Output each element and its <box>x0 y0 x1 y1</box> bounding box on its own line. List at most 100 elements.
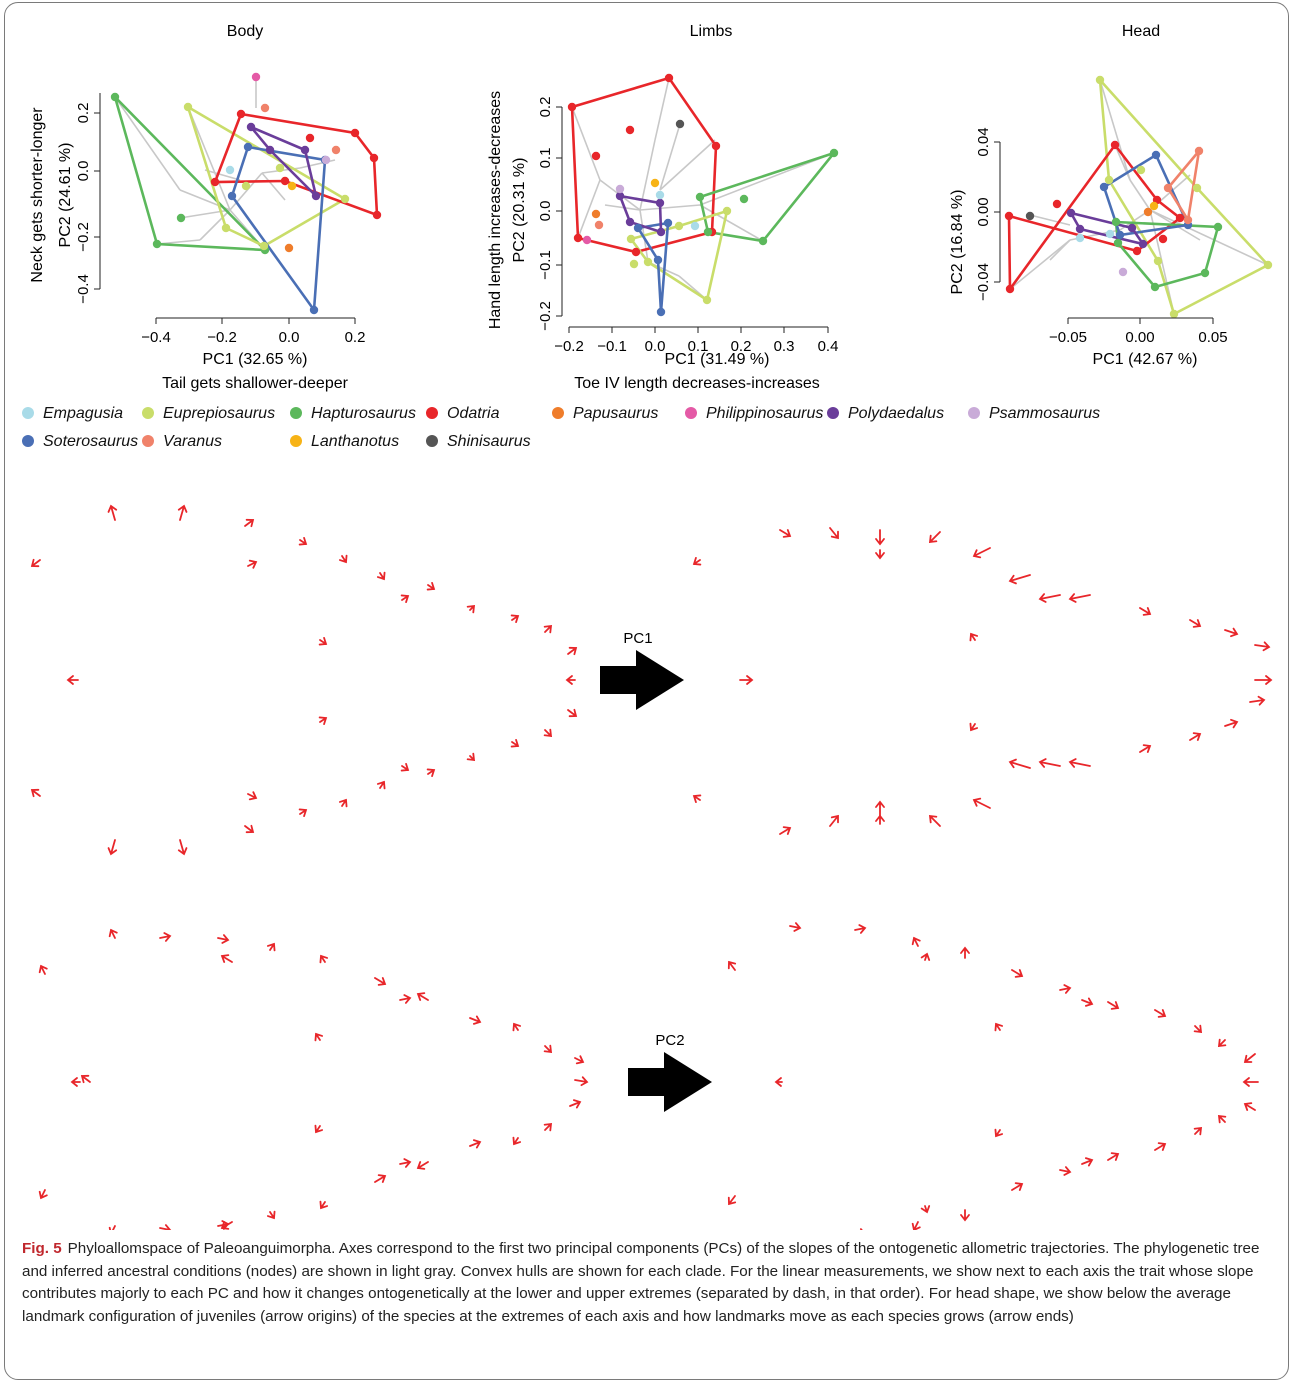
landmark-arrow <box>727 960 737 971</box>
species-point <box>287 181 297 191</box>
landmark-arrow <box>512 1022 522 1032</box>
species-point <box>176 213 186 223</box>
species-point <box>1192 183 1202 193</box>
tree-branch <box>699 204 764 242</box>
landmark-arrow <box>1059 984 1072 994</box>
species-point <box>1150 282 1160 292</box>
legend-label: Hapturosaurus <box>311 405 416 422</box>
landmark-arrow <box>920 1205 931 1214</box>
landmark-arrow <box>399 994 412 1004</box>
x-tick-label: 0.4 <box>818 338 839 355</box>
clade-hull <box>1166 146 1202 224</box>
landmark-arrow <box>928 531 941 544</box>
species-point <box>210 177 220 187</box>
landmark-arrow <box>567 708 578 718</box>
legend-item: Hapturosaurus <box>290 405 416 423</box>
landmark-arrow <box>66 675 79 685</box>
landmark-arrow <box>692 794 702 804</box>
landmark-arrow <box>217 1220 230 1230</box>
tree-branch <box>1009 239 1071 290</box>
landmark-arrow <box>727 1195 737 1206</box>
x-tick-label: 0.00 <box>1125 329 1154 346</box>
legend-item: Polydaedalus <box>827 405 944 423</box>
y-tick-label: 0.00 <box>975 197 992 226</box>
species-point <box>1175 213 1185 223</box>
tree-branch <box>1049 239 1071 261</box>
species-point <box>369 153 379 163</box>
species-point <box>643 257 653 267</box>
tree-branch <box>1029 214 1071 226</box>
landmark-arrow <box>1008 758 1031 769</box>
landmark-arrow <box>38 964 48 975</box>
species-point <box>183 102 193 112</box>
landmark-arrow <box>1038 593 1061 603</box>
body-hulls <box>110 72 382 315</box>
landmark-arrow <box>875 800 885 817</box>
x-tick-label: −0.1 <box>597 338 627 355</box>
species-point <box>311 191 321 201</box>
tree-branch <box>229 172 263 211</box>
limbs-ticks: −0.2 −0.1 0.0 0.1 0.2 0.3 0.4 −0.2 −0.1 0.0 0.1 0.2 <box>537 97 838 355</box>
landmark-arrow <box>829 527 839 540</box>
pc2-shape-label: PC2 <box>655 1032 684 1049</box>
legend-swatch <box>290 435 302 447</box>
landmark-arrow <box>972 797 991 809</box>
landmark-arrow <box>543 1122 553 1132</box>
pc1-direction-arrow <box>600 650 684 710</box>
landmark-arrow <box>1154 1142 1167 1151</box>
legend-label: Polydaedalus <box>848 405 945 422</box>
body-ticks: −0.4 −0.2 0.0 0.2 −0.4 −0.2 0.0 0.2 <box>75 103 365 346</box>
species-point <box>1149 201 1159 211</box>
pc1-landmark-arrows <box>30 504 1273 856</box>
species-point <box>1052 199 1062 209</box>
species-point <box>305 133 315 143</box>
landmark-arrow <box>266 942 276 952</box>
species-point <box>711 141 721 151</box>
tree-branch <box>1129 179 1151 211</box>
landmark-arrow <box>1224 718 1239 729</box>
species-point <box>284 243 294 253</box>
species-point <box>280 176 290 186</box>
landmark-arrow-panels: PC1 PC2 <box>30 504 1273 1230</box>
limbs-hulls <box>567 73 839 317</box>
landmark-arrow <box>244 824 255 834</box>
species-point <box>1004 211 1014 221</box>
landmark-arrow <box>399 1158 412 1168</box>
landmark-arrow <box>1193 1024 1203 1034</box>
legend-item: Philippinosaurus <box>685 405 823 423</box>
landmark-arrow <box>574 1055 585 1065</box>
species-point <box>1066 208 1076 218</box>
landmark-arrow <box>466 604 476 614</box>
species-point <box>251 72 261 82</box>
landmark-arrow <box>1038 758 1061 768</box>
species-point <box>1263 260 1273 270</box>
legend-item: Soterosaurus <box>22 433 138 451</box>
species-point <box>739 194 749 204</box>
landmark-arrow <box>1011 969 1024 978</box>
landmark-arrow <box>1224 627 1239 638</box>
legend-item: Psammosaurus <box>968 405 1100 423</box>
species-point <box>653 255 663 265</box>
species-point <box>300 145 310 155</box>
species-point <box>1143 207 1153 217</box>
species-point <box>695 192 705 202</box>
landmark-arrow <box>543 728 553 738</box>
species-point <box>633 223 643 233</box>
landmark-arrow <box>1242 1077 1259 1087</box>
y-axis-trait: Neck gets shorter-longer <box>29 107 46 283</box>
legend-row: Empagusia Euprepiosaurus Hapturosaurus Odat… <box>22 405 1272 433</box>
species-point <box>243 142 253 152</box>
landmark-arrow <box>1081 997 1094 1007</box>
species-point <box>1138 239 1148 249</box>
panel-title: Limbs <box>690 23 733 40</box>
legend-label: Soterosaurus <box>43 433 139 450</box>
caption-label: Fig. 5 <box>22 1240 62 1257</box>
species-point <box>1136 165 1146 175</box>
x-tick-label: 0.0 <box>279 329 300 346</box>
landmark-arrow <box>692 556 702 566</box>
landmark-arrow <box>1189 732 1202 741</box>
x-tick-label: −0.2 <box>554 338 584 355</box>
legend-item: Shinisaurus <box>426 433 531 451</box>
landmark-arrow <box>969 722 979 732</box>
landmark-arrow <box>338 798 348 808</box>
